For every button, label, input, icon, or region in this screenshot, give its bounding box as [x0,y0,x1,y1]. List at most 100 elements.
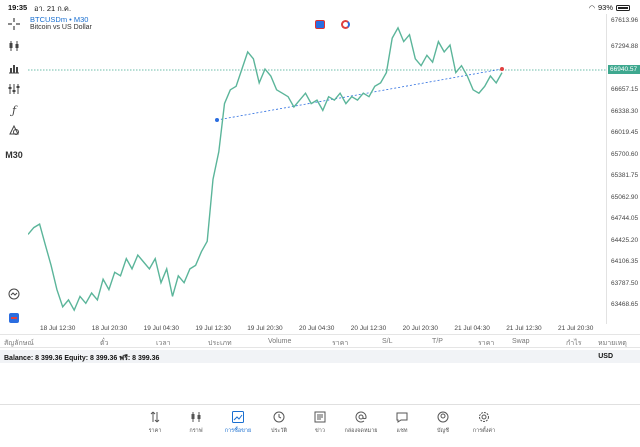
left-toolbar: ƒ M30 [0,14,28,334]
battery-percent: 93% [597,3,613,12]
news-icon [314,411,326,423]
indicators-icon[interactable] [4,81,24,97]
price-label: 65700.60 [611,151,639,158]
one-click-trade-icon[interactable] [315,20,325,29]
price-label: 66657.15 [611,86,639,93]
timeframe-button[interactable]: M30 [5,150,23,160]
col-time[interactable]: เวลา [156,340,171,347]
nav-trade-label: การซื้อขาย [224,428,252,434]
nav-history-label: ประวัติ [270,428,288,434]
time-label: 21 Jul 20:30 [558,325,594,332]
nav-chat[interactable]: แชท [382,411,422,435]
nav-quotes-label: ราคา [148,428,162,434]
nav-trade[interactable]: การซื้อขาย [218,411,258,435]
candlestick-icon[interactable] [4,38,24,54]
chart-area[interactable]: BTCUSDm • M30 Bitcoin vs US Dollar 67613… [28,14,640,334]
price-label: 65062.90 [611,194,639,201]
time-label: 18 Jul 12:30 [40,325,76,332]
trend-line [216,68,503,121]
trade-table-header: สัญลักษณ์ ตั๋ว เวลา ประเภท Volume ราคา S… [0,334,640,348]
price-label: 63468.65 [611,301,639,308]
nav-account[interactable]: บัญชี [423,411,463,435]
balance-currency: USD [598,353,613,360]
col-profit[interactable]: กำไร [566,340,582,347]
price-label: 64744.05 [611,215,639,222]
symbol-timeframe: M30 [73,15,89,24]
nav-chat-label: แชท [396,428,408,434]
time-label: 18 Jul 20:30 [91,325,128,332]
settings-icon [479,412,489,422]
time-label: 21 Jul 04:30 [454,325,490,332]
nav-settings-label: การตั้งค่า [472,428,496,434]
chat-icon [396,412,408,423]
status-bar: 19:35 อา. 21 ก.ค. ◠ 93% [0,0,640,14]
bar-chart-icon[interactable] [4,60,24,76]
symbol-description: Bitcoin vs US Dollar [30,24,92,31]
series-line [28,26,503,312]
trend-start-point [215,118,219,122]
balance-text: Balance: 8 399.36 Equity: 8 399.36 ฟรี: … [4,355,160,362]
nav-history[interactable]: ประวัติ [259,411,299,435]
nav-chart[interactable]: กราฟ [176,411,216,435]
col-comment[interactable]: หมายเหตุ [598,340,627,347]
price-label: 66338.30 [611,108,639,115]
price-label: 63787.50 [611,280,639,287]
time-label: 19 Jul 12:30 [195,325,231,332]
quotes-icon [150,411,160,423]
time-label: 20 Jul 20:30 [402,325,439,332]
nav-news-label: ข่าว [315,428,325,434]
col-symbol[interactable]: สัญลักษณ์ [4,340,34,347]
nav-mailbox[interactable]: กล่องจดหมาย [341,411,381,435]
nav-mailbox-label: กล่องจดหมาย [344,428,378,434]
price-label: 65381.75 [611,172,639,179]
symbol-name: BTCUSDm [30,15,68,24]
col-price[interactable]: ราคา [332,340,349,347]
time-label: 21 Jul 12:30 [506,325,542,332]
nav-news[interactable]: ข่าว [300,411,340,435]
nav-settings[interactable]: การตั้งค่า [464,411,504,435]
col-ticket[interactable]: ตั๋ว [100,340,109,347]
price-label: 67613.96 [611,17,639,24]
col-tp[interactable]: T/P [432,338,443,345]
price-line-chart [28,26,606,312]
status-right: ◠ 93% [589,3,630,12]
nav-account-label: บัญชี [437,428,449,434]
battery-icon [616,4,630,11]
time-label: 20 Jul 04:30 [299,325,335,332]
current-price-tag: 66940.57 [608,65,640,74]
time-label: 19 Jul 20:30 [247,325,283,332]
price-label: 67294.88 [611,43,639,50]
trade-icon[interactable] [4,310,24,326]
mailbox-icon [355,411,367,423]
nav-quotes[interactable]: ราคา [135,411,175,435]
chart-mode-icons [315,20,350,29]
history-icon [273,411,285,423]
nav-chart-label: กราฟ [189,428,203,434]
price-label: 66019.45 [611,129,639,136]
col-type[interactable]: ประเภท [208,340,232,347]
price-label: 64425.20 [611,237,639,244]
col-swap[interactable]: Swap [512,338,530,345]
time-axis: 18 Jul 12:30 18 Jul 20:30 19 Jul 04:30 19 J… [28,324,606,336]
time-label: 20 Jul 12:30 [350,325,387,332]
chart-symbol: BTCUSDm • M30 [30,15,89,24]
price-label: 64106.35 [611,258,639,265]
bottom-nav: ราคา กราฟ การซื้อขาย ประวัติ ข่าว กล่องจ… [0,404,640,447]
price-axis: 67613.96 67294.88 66657.15 66338.30 66019.45… [606,14,640,324]
balance-row: Balance: 8 399.36 Equity: 8 399.36 ฟรี: … [0,350,640,363]
zoom-icon[interactable] [4,286,24,302]
wifi-icon: ◠ [588,4,595,12]
col-current-price[interactable]: ราคา [478,340,495,347]
date: อา. 21 ก.ค. [34,4,72,13]
objects-icon[interactable] [4,122,24,138]
col-sl[interactable]: S/L [382,338,393,345]
clock: 19:35 [8,3,28,12]
trade-icon [232,411,244,423]
sync-icon[interactable] [341,20,350,29]
account-icon [437,411,449,423]
crosshair-icon[interactable] [4,16,24,32]
chart-icon [191,412,201,422]
col-volume[interactable]: Volume [268,338,292,345]
function-icon[interactable]: ƒ [11,103,17,117]
time-label: 19 Jul 04:30 [143,325,180,332]
